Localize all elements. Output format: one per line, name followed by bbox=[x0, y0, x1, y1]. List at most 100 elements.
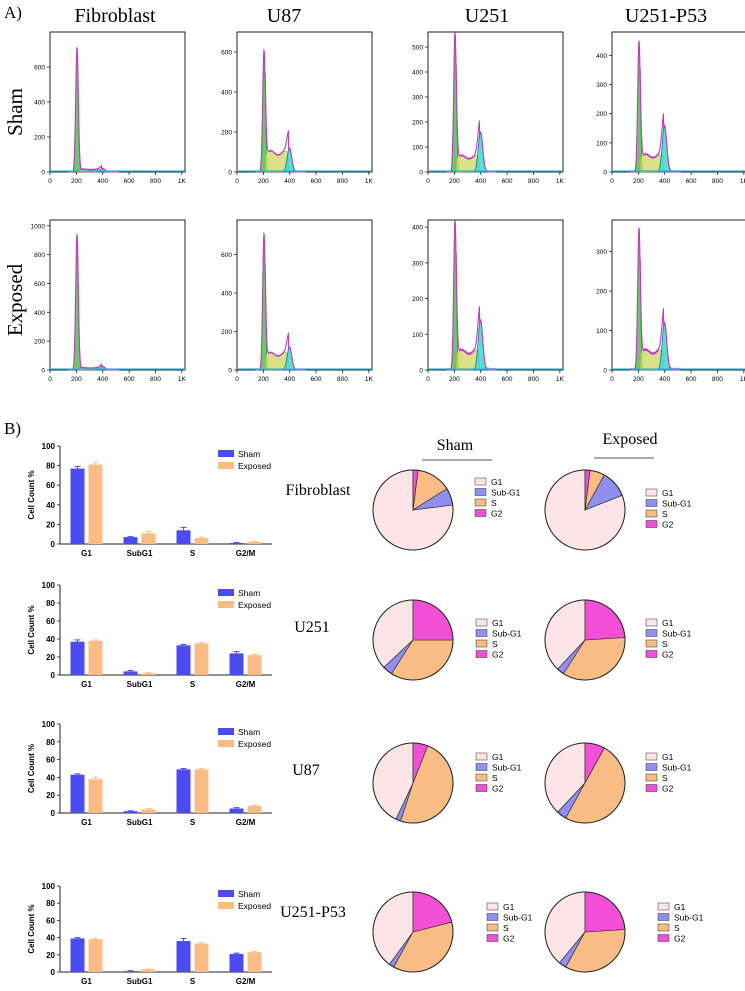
hist-title-u87: U87 bbox=[267, 5, 301, 27]
bar-y-axis-label: Cell Count % bbox=[27, 605, 36, 654]
bar-y-tick-label: 20 bbox=[46, 791, 55, 800]
bar-y-tick-label: 100 bbox=[42, 442, 56, 451]
bar-legend-label-sham: Sham bbox=[238, 889, 260, 899]
histogram-x-tick-label: 400 bbox=[97, 376, 108, 383]
bar-legend-swatch-sham bbox=[218, 728, 234, 735]
histogram-x-tick-label: 800 bbox=[528, 178, 539, 185]
bar-exposed-g2m bbox=[247, 542, 262, 544]
pie-legend-label-g1: G1 bbox=[662, 752, 674, 762]
histogram-u251-exposed: 0 100 200 300 400 0 200 400 600 800 1K bbox=[412, 219, 564, 383]
histogram-x-tick-label: 1K bbox=[365, 178, 374, 185]
bar-sham-subg1 bbox=[123, 811, 138, 813]
histogram-y-tick-label: 1000 bbox=[31, 223, 46, 230]
histogram-y-tick-label: 0 bbox=[228, 170, 232, 177]
histogram-y-tick-label: 600 bbox=[34, 281, 45, 288]
bar-y-axis-label: Cell Count % bbox=[27, 904, 36, 953]
histogram-frame bbox=[49, 219, 186, 371]
pie-legend-label-s: S bbox=[492, 639, 498, 649]
histogram-x-tick-label: 1K bbox=[740, 376, 745, 383]
histogram-y-tick-label: 0 bbox=[228, 368, 232, 375]
panel-label-a: A) bbox=[4, 3, 22, 22]
pie-outline bbox=[372, 599, 454, 681]
bar-y-axis-label: Cell Count % bbox=[27, 744, 36, 793]
histogram-x-tick-label: 0 bbox=[235, 376, 239, 383]
row-label-exposed: Exposed bbox=[3, 263, 27, 336]
histogram-frame bbox=[611, 219, 745, 371]
pie-legend-label-sub-g1: Sub-G1 bbox=[492, 763, 522, 773]
pie-legend-label-s: S bbox=[674, 923, 680, 933]
bar-sham-g2m bbox=[229, 808, 244, 813]
bar-y-tick-label: 40 bbox=[46, 934, 55, 943]
histogram-y-tick-label: 400 bbox=[221, 291, 232, 298]
pie-legend-label-sub-g1: Sub-G1 bbox=[662, 629, 692, 639]
histogram-x-tick-label: 600 bbox=[311, 178, 322, 185]
bar-sham-s bbox=[176, 530, 191, 544]
histogram-y-tick-label: 500 bbox=[412, 45, 423, 52]
pie-legend-label-sub-g1: Sub-G1 bbox=[492, 629, 522, 639]
pie-legend-swatch-g2 bbox=[657, 934, 670, 942]
histogram-y-tick-label: 0 bbox=[419, 368, 423, 375]
histogram-fit-line bbox=[68, 46, 119, 173]
bar-chart-u87: 0 20 40 60 80 100 Cell Count % G1 SubG1 S G2/M Sham… bbox=[27, 720, 272, 827]
histogram-y-tick-label: 400 bbox=[596, 53, 607, 60]
bar-exposed-g2m bbox=[247, 952, 262, 972]
row-label-sham: Sham bbox=[3, 88, 27, 136]
histogram-x-tick-label: 200 bbox=[258, 376, 269, 383]
histogram-y-tick-label: 200 bbox=[596, 289, 607, 296]
histogram-y-tick-label: 300 bbox=[596, 249, 607, 256]
histogram-x-tick-label: 600 bbox=[124, 376, 135, 383]
histogram-fibroblast-sham: 0 200 400 600 0 200 400 600 800 1K bbox=[34, 31, 186, 185]
bar-y-tick-label: 40 bbox=[46, 501, 55, 510]
pie-legend-swatch-sub-g1 bbox=[657, 913, 670, 921]
pie-legend-swatch-g1 bbox=[474, 477, 487, 486]
histogram-fit-line bbox=[255, 48, 306, 173]
pie-legend-label-sub-g1: Sub-G1 bbox=[491, 488, 521, 498]
bar-exposed-s bbox=[194, 943, 209, 972]
bar-exposed-subg1 bbox=[141, 809, 156, 813]
pie-legend-label-s: S bbox=[662, 639, 668, 649]
bar-exposed-g1 bbox=[88, 640, 103, 675]
bar-legend-swatch-exposed bbox=[218, 462, 234, 469]
histogram-y-tick-label: 200 bbox=[34, 339, 45, 346]
bar-sham-g1 bbox=[70, 774, 85, 813]
pie-legend-label-s: S bbox=[662, 773, 668, 783]
pie-legend-label-s: S bbox=[662, 509, 668, 519]
pie-legend-label-sub-g1: Sub-G1 bbox=[503, 913, 533, 923]
pie-header-sham: Sham bbox=[437, 437, 474, 454]
pie-legend-label-g1: G1 bbox=[674, 902, 686, 912]
bar-sham-s bbox=[176, 645, 191, 675]
bar-category-label: G1 bbox=[81, 818, 92, 827]
pie-legend-swatch-g2 bbox=[475, 784, 488, 792]
bar-y-tick-label: 60 bbox=[46, 617, 55, 626]
histogram-x-tick-label: 800 bbox=[528, 376, 539, 383]
histogram-x-tick-label: 800 bbox=[712, 376, 723, 383]
bar-category-label: SubG1 bbox=[127, 549, 153, 558]
pie-outline bbox=[372, 469, 454, 551]
histogram-x-tick-label: 400 bbox=[659, 178, 670, 185]
histogram-u87-exposed: 0 200 400 600 0 200 400 600 800 1K bbox=[221, 219, 373, 383]
histogram-x-tick-label: 600 bbox=[686, 178, 697, 185]
bar-legend-swatch-sham bbox=[218, 450, 234, 457]
histogram-y-tick-label: 100 bbox=[596, 140, 607, 147]
histogram-x-tick-label: 400 bbox=[475, 376, 486, 383]
bar-category-label: SubG1 bbox=[127, 977, 153, 986]
pie-legend-swatch-g1 bbox=[645, 752, 658, 761]
pie-legend-swatch-s bbox=[645, 509, 658, 518]
bar-category-label: G2/M bbox=[236, 549, 256, 558]
histogram-fit-line bbox=[68, 233, 119, 371]
bar-sham-s bbox=[176, 941, 191, 972]
bar-exposed-s bbox=[194, 769, 209, 813]
pie-legend-label-g2: G2 bbox=[503, 934, 515, 944]
histogram-frame bbox=[49, 31, 186, 173]
histogram-y-tick-label: 200 bbox=[412, 120, 423, 127]
histogram-fit-line bbox=[255, 232, 306, 371]
histogram-x-tick-label: 200 bbox=[258, 178, 269, 185]
pie-legend-swatch-g1 bbox=[645, 618, 658, 627]
histogram-y-tick-label: 0 bbox=[41, 368, 45, 375]
histogram-y-tick-label: 0 bbox=[419, 170, 423, 177]
bar-y-tick-label: 40 bbox=[46, 635, 55, 644]
histogram-y-tick-label: 200 bbox=[221, 130, 232, 137]
row-label-u251: U251 bbox=[294, 619, 330, 636]
